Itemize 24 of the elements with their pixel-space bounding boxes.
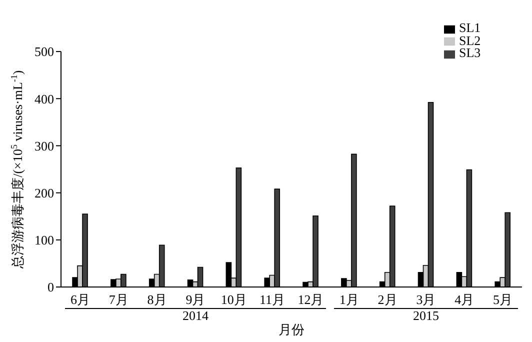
x-tick-label: 3月 (416, 292, 436, 308)
text: 2015 (412, 308, 440, 323)
legend-label: SL3 (459, 45, 481, 60)
x-tick-label: 9月 (186, 292, 206, 308)
y-tick-label: 300 (34, 138, 54, 154)
x-tick-label: 6月 (70, 292, 90, 308)
x-tick-label: 7月 (108, 292, 128, 308)
x-tick-label: 4月 (454, 292, 474, 308)
legend-label: SL1 (459, 20, 481, 35)
x-tick-label: 12月 (298, 292, 324, 308)
y-tick-label: 200 (34, 185, 54, 200)
text: 2014 (181, 308, 210, 323)
y-tick-label: 100 (34, 232, 54, 248)
x-tick-label: 10月 (220, 292, 247, 308)
x-tick-label: 2月 (378, 292, 398, 308)
y-tick-label: 500 (34, 44, 54, 60)
y-tick-label: 400 (34, 91, 54, 106)
x-tick-label: 1月 (339, 292, 359, 308)
x-tick-label: 11月 (260, 292, 286, 308)
x-tick-label: 8月 (147, 292, 167, 308)
y-tick-label: 0 (48, 280, 54, 295)
legend-label: SL2 (459, 32, 481, 48)
x-tick-label: 5月 (493, 292, 513, 308)
x-axis-title: 月份 (278, 322, 306, 337)
